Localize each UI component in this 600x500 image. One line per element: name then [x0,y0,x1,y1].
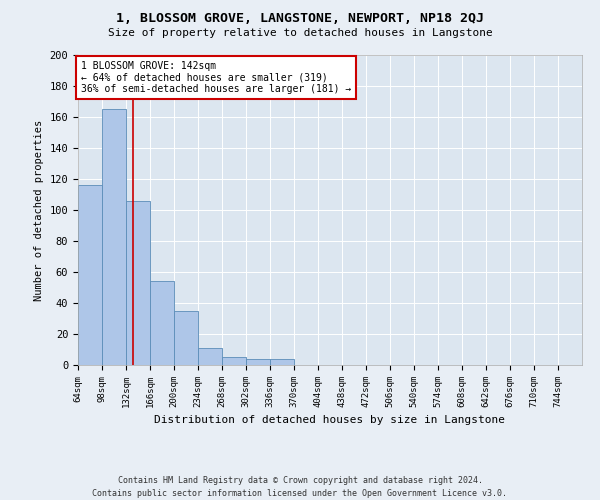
X-axis label: Distribution of detached houses by size in Langstone: Distribution of detached houses by size … [155,416,505,426]
Bar [270,359,294,365]
Bar [246,359,270,365]
Bar [102,110,126,365]
Text: 1 BLOSSOM GROVE: 142sqm
← 64% of detached houses are smaller (319)
36% of semi-d: 1 BLOSSOM GROVE: 142sqm ← 64% of detache… [80,61,351,94]
Bar [126,200,150,365]
Text: Contains HM Land Registry data © Crown copyright and database right 2024.
Contai: Contains HM Land Registry data © Crown c… [92,476,508,498]
Y-axis label: Number of detached properties: Number of detached properties [34,120,44,300]
Bar [150,282,174,365]
Text: Size of property relative to detached houses in Langstone: Size of property relative to detached ho… [107,28,493,38]
Bar [174,310,198,365]
Bar [222,357,246,365]
Bar [78,185,102,365]
Text: 1, BLOSSOM GROVE, LANGSTONE, NEWPORT, NP18 2QJ: 1, BLOSSOM GROVE, LANGSTONE, NEWPORT, NP… [116,12,484,26]
Bar [198,348,222,365]
